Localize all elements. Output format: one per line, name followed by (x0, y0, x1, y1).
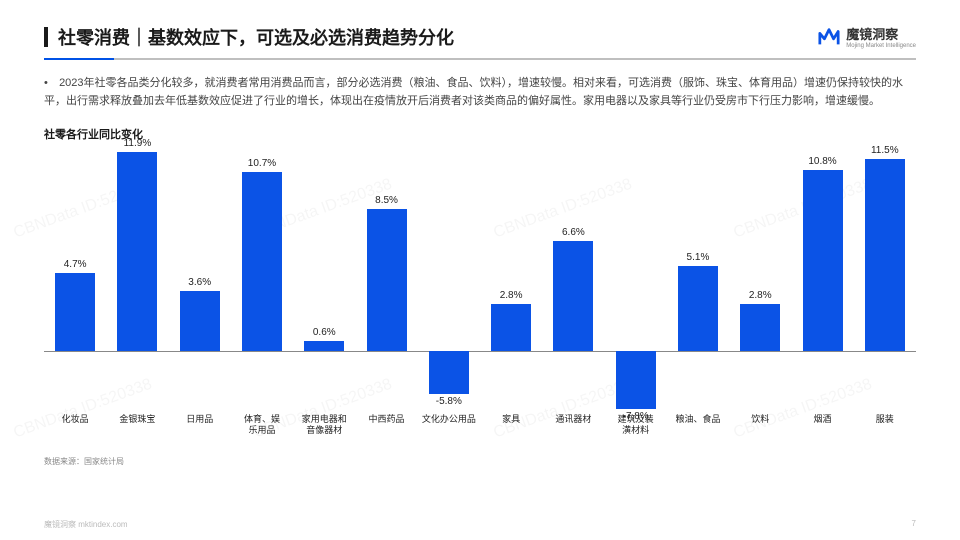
bar (180, 291, 220, 351)
title-underline (44, 58, 916, 60)
bar (429, 351, 469, 394)
footer-left: 魔镜洞察 mktindex.com (44, 519, 128, 530)
title-block: 社零消费｜基数效应下，可选及必选消费趋势分化 (44, 24, 454, 50)
bar-slot: 10.7% 体育、娱 乐用品 (231, 150, 293, 450)
bar-chart: 4.7% 化妆品 11.9%金银珠宝 3.6% 日用品 10.7% 体育、娱 乐用品 0.6%… (44, 150, 916, 450)
title-accent-bar (44, 27, 48, 47)
bar (491, 304, 531, 351)
bar-value-label: -5.8% (436, 396, 462, 407)
category-label: 饮料 (751, 414, 769, 425)
bar-value-label: 5.1% (687, 252, 710, 263)
bar (865, 159, 905, 352)
bar-value-label: 6.6% (562, 227, 585, 238)
bar-value-label: 0.6% (313, 327, 336, 338)
bar-value-label: 2.8% (500, 290, 523, 301)
category-label: 家用电器和 音像器材 (302, 414, 347, 436)
bar-slot: 11.5%服装 (854, 150, 916, 450)
bar (616, 351, 656, 409)
bar-slot: 3.6% 日用品 (169, 150, 231, 450)
bar-slot: -5.8% 文化办公用品 (418, 150, 480, 450)
bar-value-label: 11.9% (124, 138, 152, 149)
bullet-icon: • (44, 74, 56, 92)
bar (803, 170, 843, 351)
logo-text-wrap: 魔镜洞察 Mojing Market Intelligence (846, 24, 916, 49)
category-label: 化妆品 (62, 414, 89, 425)
footer: 魔镜洞察 mktindex.com 7 (44, 519, 916, 530)
bar-value-label: 3.6% (188, 277, 211, 288)
category-label: 建筑及装 潢材料 (618, 414, 654, 436)
bar-slot: 6.6% 通讯器材 (542, 150, 604, 450)
category-label: 服装 (876, 414, 894, 425)
bar-slot: 2.8% 家具 (480, 150, 542, 450)
category-label: 金银珠宝 (119, 414, 155, 425)
logo-subtext: Mojing Market Intelligence (846, 43, 916, 49)
bar-slot: 0.6% 家用电器和 音像器材 (293, 150, 355, 450)
category-label: 通讯器材 (555, 414, 591, 425)
logo: 魔镜洞察 Mojing Market Intelligence (818, 24, 916, 49)
bar-value-label: 11.5% (871, 145, 899, 156)
bar (55, 273, 95, 352)
bar-slot: 5.1% 粮油、食品 (667, 150, 729, 450)
logo-text: 魔镜洞察 (846, 24, 916, 43)
bar (553, 241, 593, 352)
bar-value-label: 2.8% (749, 290, 772, 301)
bar-slot: 4.7% 化妆品 (44, 150, 106, 450)
bars-container: 4.7% 化妆品 11.9%金银珠宝 3.6% 日用品 10.7% 体育、娱 乐用品 0.6%… (44, 150, 916, 450)
bar-value-label: 10.8% (808, 156, 836, 167)
category-label: 中西药品 (369, 414, 405, 425)
paragraph-text: 2023年社零各品类分化较多，就消费者常用消费品而言，部分必选消费（粮油、食品、… (44, 77, 903, 107)
bar-value-label: 10.7% (248, 158, 276, 169)
page-title: 社零消费｜基数效应下，可选及必选消费趋势分化 (58, 24, 454, 50)
chart-title: 社零各行业同比变化 (44, 126, 916, 142)
bar-slot: 8.5% 中西药品 (355, 150, 417, 450)
bar (678, 266, 718, 351)
bar (367, 209, 407, 351)
bar-value-label: 4.7% (64, 259, 87, 270)
bar-slot: -7.8%建筑及装 潢材料 (605, 150, 667, 450)
header: 社零消费｜基数效应下，可选及必选消费趋势分化 魔镜洞察 Mojing Marke… (44, 24, 916, 50)
bar (242, 172, 282, 351)
bar (117, 152, 157, 351)
bar-slot: 10.8% 烟酒 (791, 150, 853, 450)
bar (304, 341, 344, 351)
category-label: 体育、娱 乐用品 (244, 414, 280, 436)
logo-icon (818, 26, 840, 48)
page: CBNData ID:520338 CBNData ID:520338 CBND… (0, 0, 960, 540)
category-label: 粮油、食品 (675, 414, 720, 425)
category-label: 烟酒 (814, 414, 832, 425)
body-paragraph: • 2023年社零各品类分化较多，就消费者常用消费品而言，部分必选消费（粮油、食… (44, 74, 916, 110)
category-label: 家具 (502, 414, 520, 425)
bar-value-label: 8.5% (375, 195, 398, 206)
data-source: 数据来源：国家统计局 (44, 456, 916, 467)
bar-slot: 2.8% 饮料 (729, 150, 791, 450)
page-number: 7 (912, 519, 916, 530)
bar (740, 304, 780, 351)
category-label: 文化办公用品 (422, 414, 476, 425)
bar-slot: 11.9%金银珠宝 (106, 150, 168, 450)
category-label: 日用品 (186, 414, 213, 425)
